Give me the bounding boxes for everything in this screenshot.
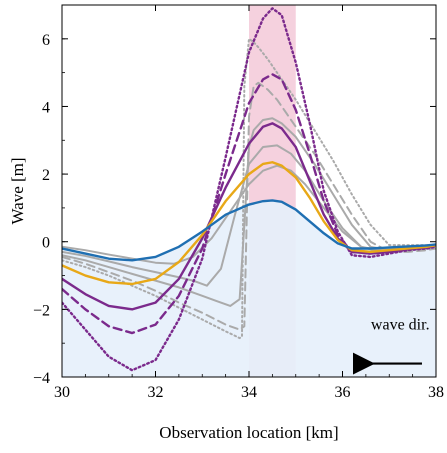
y-tick-label: −4 (33, 370, 50, 387)
series-layer (62, 7, 436, 372)
series-line-2 (62, 117, 436, 307)
blue-fill-area (62, 200, 436, 377)
wave-direction-label: wave dir. (371, 317, 430, 334)
x-tick-label: 34 (241, 384, 257, 401)
series-line-9 (62, 199, 436, 262)
x-tick-label: 30 (54, 384, 70, 401)
series-line-5 (62, 7, 436, 372)
x-axis-label: Observation location [km] (159, 423, 338, 442)
y-tick-label: 6 (42, 32, 50, 49)
y-tick-label: 4 (42, 99, 50, 116)
background-layer (62, 5, 436, 377)
y-tick-label: 0 (42, 235, 50, 252)
x-tick-label: 36 (335, 384, 351, 401)
x-tick-label: 38 (428, 384, 444, 401)
x-tick-label: 32 (148, 384, 164, 401)
y-tick-label: 2 (42, 167, 50, 184)
y-tick-label: −2 (33, 302, 50, 319)
axes-layer: 30 32 34 36 38 −4 −2 0 2 4 6 (33, 4, 444, 401)
series-line-8 (62, 161, 436, 286)
series-line-1 (62, 81, 436, 331)
series-line-0 (62, 37, 436, 340)
y-axis-label: Wave [m] (8, 157, 27, 224)
series-line-7 (62, 122, 436, 311)
